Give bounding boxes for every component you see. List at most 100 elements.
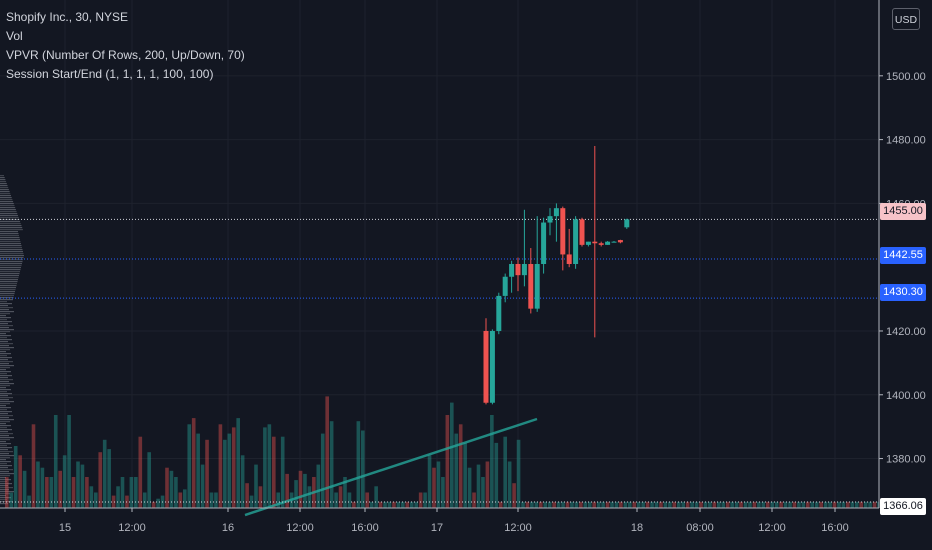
volume-bar: [579, 501, 583, 508]
volume-profile-row: [0, 417, 9, 419]
volume-profile-row: [0, 489, 9, 491]
volume-bar: [681, 501, 685, 508]
volume-bar: [67, 415, 71, 508]
volume-profile-row: [0, 439, 10, 441]
volume-profile-row: [0, 453, 9, 455]
volume-profile-row: [0, 483, 12, 485]
volume-bar: [672, 501, 677, 508]
volume-profile-row: [0, 481, 7, 483]
volume-profile-row: [0, 337, 7, 339]
volume-bar: [516, 439, 521, 508]
volume-profile-row: [0, 435, 9, 437]
volume-bar: [196, 433, 200, 508]
volume-profile-row: [0, 251, 23, 253]
volume-bar: [5, 477, 9, 508]
volume-bar: [383, 501, 387, 508]
volume-profile-row: [0, 371, 11, 373]
candle-body: [541, 222, 547, 264]
volume-bar: [165, 467, 169, 508]
volume-bar: [507, 461, 512, 508]
volume-bar: [659, 501, 663, 508]
candle-body: [598, 243, 604, 245]
volume-bar: [316, 464, 321, 508]
time-tick-label: 12:00: [758, 522, 786, 534]
price-axis-bg: [879, 0, 932, 550]
volume-bar: [556, 501, 561, 508]
volume-bar: [209, 492, 214, 508]
time-tick-label: 08:00: [686, 522, 714, 534]
volume-bar: [329, 421, 334, 508]
volume-profile-row: [0, 493, 10, 495]
volume-profile-row: [0, 399, 9, 401]
volume-profile-row: [0, 425, 11, 427]
volume-bar: [254, 464, 258, 508]
volume-bar: [752, 501, 757, 508]
time-tick-label: 16:00: [821, 522, 849, 534]
volume-profile-row: [0, 451, 13, 453]
volume-bar: [36, 461, 40, 508]
volume-bar: [547, 501, 552, 508]
volume-bar: [694, 501, 699, 508]
volume-profile-row: [0, 281, 18, 283]
volume-bar: [868, 501, 872, 508]
volume-profile-row: [0, 455, 14, 457]
chart-legend: Shopify Inc., 30, NYSE Vol VPVR (Number …: [6, 8, 245, 84]
volume-profile-row: [0, 267, 21, 269]
volume-bar: [498, 501, 503, 508]
volume-profile-row: [0, 309, 9, 311]
volume-bar: [45, 477, 49, 508]
volume-bar: [13, 446, 18, 508]
volume-profile-row: [0, 369, 6, 371]
indicator-vol[interactable]: Vol: [6, 29, 23, 43]
volume-profile-row: [0, 459, 6, 461]
volume-bar: [352, 501, 356, 508]
volume-bar: [374, 486, 378, 508]
volume-bar: [18, 455, 22, 508]
volume-profile-row: [0, 397, 13, 399]
volume-bar: [605, 501, 610, 508]
volume-bar: [418, 492, 423, 508]
price-tick-label: 1420.00: [886, 326, 926, 338]
volume-bar: [841, 501, 846, 508]
volume-bar: [76, 461, 80, 508]
volume-profile-row: [0, 327, 9, 329]
volume-profile-row: [0, 289, 16, 291]
volume-bar: [552, 501, 556, 508]
volume-profile-row: [0, 341, 8, 343]
time-tick-label: 12:00: [286, 522, 314, 534]
candle-body: [560, 208, 566, 255]
volume-profile-row: [0, 217, 19, 219]
volume-profile-row: [0, 297, 14, 299]
price-tick-label: 1400.00: [886, 390, 926, 402]
volume-profile-row: [0, 319, 7, 321]
indicator-vpvr[interactable]: VPVR (Number Of Rows, 200, Up/Down, 70): [6, 48, 245, 62]
volume-bar: [494, 442, 499, 508]
currency-button[interactable]: USD: [892, 8, 920, 30]
volume-bar: [823, 501, 828, 508]
volume-bar: [534, 501, 539, 508]
volume-profile-row: [0, 241, 21, 243]
time-tick-label: 16: [222, 522, 234, 534]
volume-bar: [814, 501, 819, 508]
volume-bar: [80, 464, 85, 508]
price-tick-label: 1480.00: [886, 135, 926, 147]
volume-bar: [409, 501, 414, 508]
indicator-session[interactable]: Session Start/End (1, 1, 1, 1, 100, 100): [6, 67, 214, 81]
volume-bar: [676, 501, 681, 508]
volume-profile: [0, 175, 24, 505]
volume-bar: [525, 501, 530, 508]
symbol-title[interactable]: Shopify Inc., 30, NYSE: [6, 10, 129, 24]
candle-body: [585, 241, 591, 245]
volume-bars: [5, 396, 895, 508]
volume-profile-row: [0, 415, 13, 417]
volume-profile-row: [0, 257, 24, 259]
volume-profile-row: [0, 403, 10, 405]
volume-bar: [485, 461, 490, 508]
volume-bar: [298, 470, 303, 508]
volume-bar: [129, 477, 134, 508]
volume-bar: [134, 477, 138, 508]
volume-profile-row: [0, 401, 14, 403]
volume-bar: [89, 486, 94, 508]
volume-bar: [770, 501, 774, 508]
volume-profile-row: [0, 287, 16, 289]
